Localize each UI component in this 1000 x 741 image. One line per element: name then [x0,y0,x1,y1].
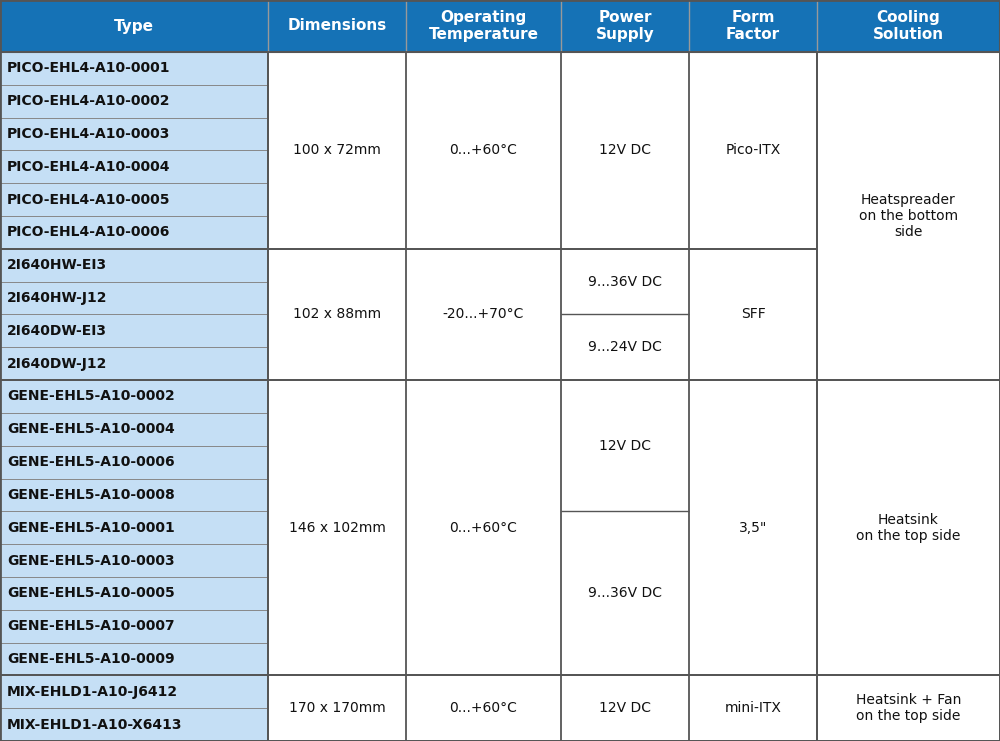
Bar [817,52,1000,380]
Bar [0,544,268,577]
Text: 102 x 88mm: 102 x 88mm [293,308,381,322]
Text: PICO-EHL4-A10-0004: PICO-EHL4-A10-0004 [7,160,170,174]
Text: mini-ITX: mini-ITX [725,701,781,715]
Bar [561,52,689,249]
Bar [561,380,689,675]
Bar [0,118,268,150]
Text: PICO-EHL4-A10-0001: PICO-EHL4-A10-0001 [7,62,170,76]
Bar [0,642,268,675]
Text: PICO-EHL4-A10-0003: PICO-EHL4-A10-0003 [7,127,170,141]
Text: 0...+60°C: 0...+60°C [450,701,517,715]
Bar [0,249,268,282]
Text: 3,5": 3,5" [739,521,767,535]
Text: Dimensions: Dimensions [287,19,387,33]
Text: 100 x 72mm: 100 x 72mm [293,144,381,157]
Bar [0,183,268,216]
Bar [0,84,268,118]
Bar [0,511,268,544]
Bar [0,150,268,183]
Bar [0,446,268,479]
Text: 2I640DW-J12: 2I640DW-J12 [7,356,107,370]
Bar [0,708,268,741]
Bar [689,380,817,675]
Text: 2I640DW-EI3: 2I640DW-EI3 [7,324,107,338]
Text: Form
Factor: Form Factor [726,10,780,42]
Bar [689,249,817,380]
Text: GENE-EHL5-A10-0005: GENE-EHL5-A10-0005 [7,586,175,600]
Text: 9...24V DC: 9...24V DC [588,340,662,354]
Text: Power
Supply: Power Supply [596,10,654,42]
Bar [0,675,268,708]
Text: Operating
Temperature: Operating Temperature [428,10,538,42]
Bar [268,52,406,249]
Bar [0,282,268,314]
Text: 9...36V DC: 9...36V DC [588,275,662,289]
Bar [0,413,268,446]
Bar [817,380,1000,675]
Bar [561,675,689,741]
Text: Cooling
Solution: Cooling Solution [873,10,944,42]
Bar [817,675,1000,741]
Text: 12V DC: 12V DC [599,439,651,453]
Text: 12V DC: 12V DC [599,701,651,715]
Text: PICO-EHL4-A10-0002: PICO-EHL4-A10-0002 [7,94,170,108]
Text: Heatsink + Fan
on the top side: Heatsink + Fan on the top side [856,693,961,723]
Bar [689,675,817,741]
Text: MIX-EHLD1-A10-J6412: MIX-EHLD1-A10-J6412 [7,685,178,699]
Text: PICO-EHL4-A10-0006: PICO-EHL4-A10-0006 [7,225,170,239]
Text: GENE-EHL5-A10-0007: GENE-EHL5-A10-0007 [7,619,175,633]
Text: Type: Type [114,19,154,33]
Bar [0,52,268,84]
Text: 0...+60°C: 0...+60°C [450,144,517,157]
Text: 12V DC: 12V DC [599,144,651,157]
Bar [689,52,817,249]
Text: 9...36V DC: 9...36V DC [588,586,662,600]
Bar [406,675,561,741]
Bar [406,52,561,249]
Text: 0...+60°C: 0...+60°C [450,521,517,535]
Text: GENE-EHL5-A10-0002: GENE-EHL5-A10-0002 [7,390,175,404]
Bar [0,314,268,348]
Text: GENE-EHL5-A10-0009: GENE-EHL5-A10-0009 [7,652,175,666]
Text: 146 x 102mm: 146 x 102mm [289,521,385,535]
Bar [0,380,268,413]
Bar [0,348,268,380]
Text: GENE-EHL5-A10-0004: GENE-EHL5-A10-0004 [7,422,175,436]
Text: Heatspreader
on the bottom
side: Heatspreader on the bottom side [859,193,958,239]
Bar [0,0,1000,52]
Text: 170 x 170mm: 170 x 170mm [289,701,385,715]
Bar [406,380,561,675]
Bar [561,249,689,380]
Bar [0,216,268,249]
Text: 2I640HW-EI3: 2I640HW-EI3 [7,259,107,272]
Text: GENE-EHL5-A10-0008: GENE-EHL5-A10-0008 [7,488,175,502]
Text: Pico-ITX: Pico-ITX [725,144,781,157]
Text: MIX-EHLD1-A10-X6413: MIX-EHLD1-A10-X6413 [7,717,182,731]
Text: GENE-EHL5-A10-0001: GENE-EHL5-A10-0001 [7,521,175,535]
Text: GENE-EHL5-A10-0003: GENE-EHL5-A10-0003 [7,554,175,568]
Text: SFF: SFF [741,308,765,322]
Bar [0,577,268,610]
Text: Heatsink
on the top side: Heatsink on the top side [856,513,961,543]
Text: PICO-EHL4-A10-0005: PICO-EHL4-A10-0005 [7,193,170,207]
Bar [406,249,561,380]
Bar [268,675,406,741]
Bar [0,610,268,642]
Text: GENE-EHL5-A10-0006: GENE-EHL5-A10-0006 [7,455,175,469]
Bar [0,479,268,511]
Bar [268,380,406,675]
Text: -20...+70°C: -20...+70°C [443,308,524,322]
Text: 2I640HW-J12: 2I640HW-J12 [7,291,108,305]
Bar [268,249,406,380]
